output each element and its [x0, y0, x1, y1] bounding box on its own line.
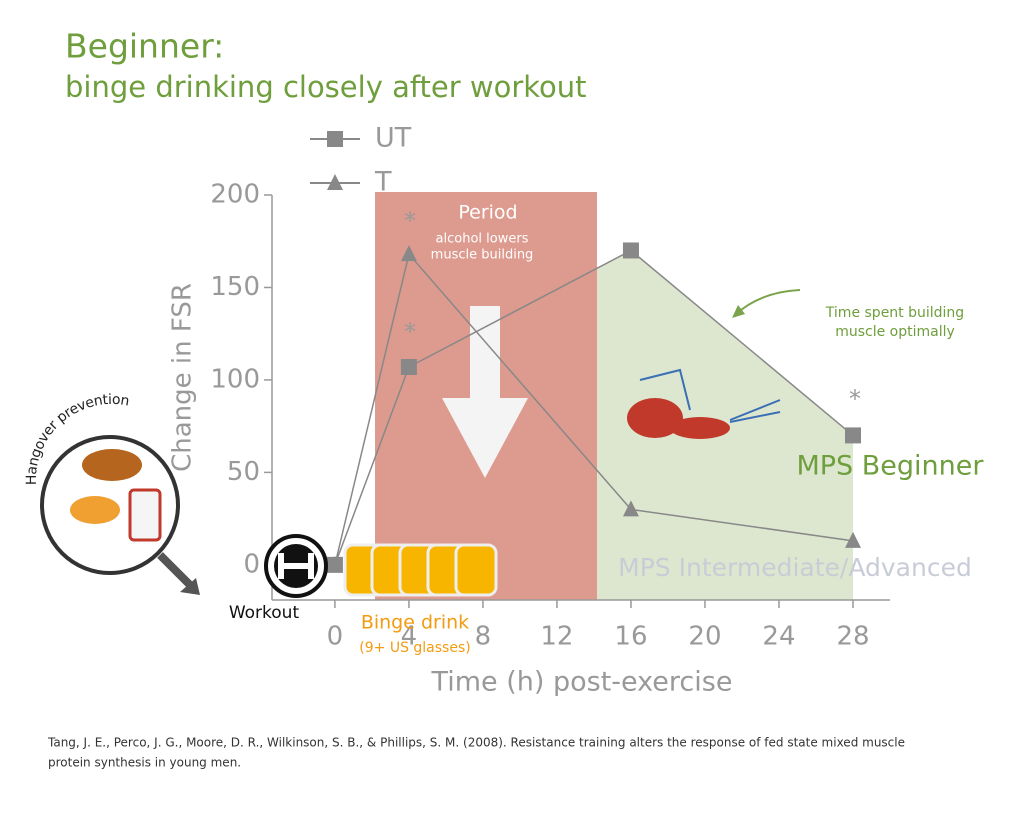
- mps-beginner: MPS Beginner: [796, 451, 984, 482]
- legend-marker: [327, 131, 343, 147]
- asterisk: *: [404, 207, 416, 235]
- asterisk: *: [849, 385, 861, 413]
- legend-label: UT: [375, 123, 412, 154]
- marker: [400, 358, 417, 375]
- x-tick-label: 16: [614, 622, 647, 652]
- y-tick-label: 100: [210, 364, 260, 394]
- x-tick-label: 12: [540, 622, 573, 652]
- x-tick-label: 8: [475, 622, 492, 652]
- x-tick-label: 24: [762, 622, 795, 652]
- citation: protein synthesis in young men.: [48, 756, 241, 770]
- chart-title: Beginner:: [65, 27, 224, 66]
- x-axis-label: Time (h) post-exercise: [431, 667, 733, 698]
- legend-marker: [327, 174, 343, 190]
- series-line: [334, 249, 854, 566]
- y-tick-label: 50: [227, 457, 260, 487]
- time-note: muscle optimally: [835, 324, 955, 340]
- binge-note: (9+ US glasses): [359, 640, 470, 656]
- period-note: muscle building: [431, 248, 534, 263]
- y-tick-label: 150: [210, 272, 260, 302]
- series-line: [334, 252, 854, 566]
- workout-label: Workout: [229, 603, 300, 623]
- x-tick-label: 20: [688, 622, 721, 652]
- x-tick-label: 4: [401, 622, 418, 652]
- x-tick-label: 28: [836, 622, 869, 652]
- beer-glasses: [343, 543, 498, 597]
- period-label: Period: [458, 202, 517, 224]
- y-axis-label: Change in FSR: [168, 283, 198, 472]
- period-note: alcohol lowers: [436, 232, 529, 247]
- y-tick-label: 0: [243, 549, 260, 579]
- muscle-icon: [627, 368, 781, 439]
- marker: [326, 555, 343, 572]
- marker: [400, 245, 417, 262]
- legend-label: T: [374, 167, 392, 198]
- note-arrow: [734, 289, 801, 316]
- marker: [622, 242, 639, 259]
- dumbbell-icon: [264, 534, 328, 598]
- down-arrow: [442, 306, 528, 478]
- mps-advanced: MPS Intermediate/Advanced: [618, 553, 972, 582]
- x-tick-label: 0: [327, 622, 344, 652]
- time-note: Time spent building: [825, 305, 964, 321]
- chart-subtitle: binge drinking closely after workout: [65, 70, 587, 104]
- y-tick-label: 200: [210, 180, 260, 210]
- marker: [844, 427, 861, 444]
- binge-label: Binge drink: [361, 612, 469, 634]
- asterisk: *: [404, 318, 416, 346]
- marker: [844, 531, 861, 548]
- note-arrowhead: [732, 305, 745, 318]
- marker: [622, 500, 639, 517]
- hangover-icon: [40, 435, 200, 595]
- citation: Tang, J. E., Perco, J. G., Moore, D. R.,…: [47, 736, 905, 750]
